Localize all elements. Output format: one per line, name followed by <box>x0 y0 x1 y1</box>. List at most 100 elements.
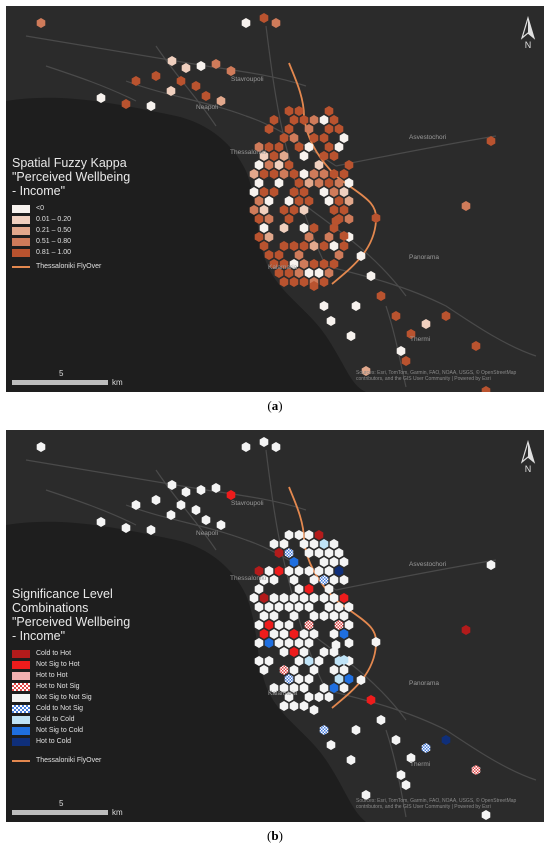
hex-cell <box>299 629 309 639</box>
hex-cell <box>351 301 361 311</box>
road <box>45 489 137 526</box>
hex-cell <box>284 530 294 540</box>
hex-cell <box>294 638 304 648</box>
legend-swatch <box>12 726 30 735</box>
hex-cell <box>211 59 221 69</box>
hex-cell <box>334 178 344 188</box>
scale-bar-graphic <box>12 810 108 815</box>
legend-item: Hot to Not Sig <box>12 681 132 692</box>
road <box>305 629 407 721</box>
legend-swatch <box>12 237 30 246</box>
hex-cell <box>131 76 141 86</box>
hex-cell <box>401 356 411 366</box>
hex-cell <box>274 250 284 260</box>
hex-cell <box>376 715 386 725</box>
hex-cell <box>259 151 269 161</box>
legend-swatch <box>12 649 30 658</box>
hex-cell <box>191 505 201 515</box>
map-attribution-b: Sources: Esri, TomTom, Garmin, FAO, NOAA… <box>356 798 517 810</box>
hex-cell <box>299 277 309 287</box>
hex-cell <box>329 241 339 251</box>
hex-cell <box>299 701 309 711</box>
hex-cell <box>226 490 236 500</box>
hex-cell <box>226 66 236 76</box>
hex-cell <box>259 223 269 233</box>
hex-cell <box>274 142 284 152</box>
hex-cell <box>274 268 284 278</box>
hex-cell <box>181 63 191 73</box>
hex-cell <box>329 575 339 585</box>
hex-cell <box>344 620 354 630</box>
hex-cell <box>254 232 264 242</box>
hex-cell <box>396 770 406 780</box>
legend-label: Not Sig to Not Sig <box>36 694 92 701</box>
hex-cell <box>324 196 334 206</box>
legend-item: Cold to Cold <box>12 714 132 725</box>
legend-label: Cold to Not Sig <box>36 705 84 712</box>
hex-cell <box>371 637 381 647</box>
legend-item: Not Sig to Not Sig <box>12 692 132 703</box>
hex-cell <box>289 187 299 197</box>
hex-cell <box>486 136 496 146</box>
hex-cell <box>284 196 294 206</box>
caption-letter-b: b <box>271 828 279 843</box>
hex-cell <box>314 566 324 576</box>
hex-cell <box>361 790 371 800</box>
hex-cell <box>324 692 334 702</box>
hex-cell <box>299 539 309 549</box>
hex-cell <box>329 557 339 567</box>
hex-cell <box>274 178 284 188</box>
hex-cell <box>264 656 274 666</box>
road <box>325 689 537 781</box>
hex-cell <box>289 701 299 711</box>
hex-cell <box>314 160 324 170</box>
hex-cell <box>284 638 294 648</box>
hex-cell <box>279 259 289 269</box>
hex-cell <box>259 241 269 251</box>
hex-cell <box>167 56 177 66</box>
road <box>155 45 217 127</box>
hex-cell <box>274 602 284 612</box>
hex-cell <box>304 548 314 558</box>
legend-label: Cold to Hot <box>36 650 72 657</box>
hex-cell <box>284 106 294 116</box>
hex-cell <box>196 61 206 71</box>
hex-cell <box>304 692 314 702</box>
hex-cell <box>289 205 299 215</box>
hex-cell <box>304 602 314 612</box>
hex-cell <box>294 268 304 278</box>
hex-cell <box>471 341 481 351</box>
north-arrow-icon: N <box>518 439 538 474</box>
hex-cell <box>264 214 274 224</box>
hex-cell <box>319 301 329 311</box>
hex-cell <box>471 765 481 775</box>
hex-cell <box>284 160 294 170</box>
hex-cell <box>319 575 329 585</box>
legend-label: 0.21 – 0.50 <box>36 227 72 234</box>
hex-cell <box>259 629 269 639</box>
hex-cell <box>299 151 309 161</box>
hex-cell <box>324 106 334 116</box>
legend-label: Hot to Cold <box>36 738 72 745</box>
hex-cell <box>259 665 269 675</box>
hex-cell <box>339 665 349 675</box>
hex-cell <box>309 115 319 125</box>
hex-cell <box>319 133 329 143</box>
north-label: N <box>525 40 532 50</box>
hex-cell <box>304 620 314 630</box>
hex-cell <box>304 268 314 278</box>
north-label: N <box>525 464 532 474</box>
hex-cell <box>264 142 274 152</box>
hex-cell <box>319 539 329 549</box>
hex-cell <box>299 169 309 179</box>
hex-cell <box>441 311 451 321</box>
hex-cell <box>304 566 314 576</box>
hex-cell <box>334 566 344 576</box>
road <box>45 65 137 102</box>
legend-swatch <box>12 226 30 235</box>
legend-item-flyover: Thessaloniki FlyOver <box>12 261 132 272</box>
hex-cell <box>481 386 491 392</box>
hex-cell <box>334 196 344 206</box>
caption-b: (b) <box>267 828 283 843</box>
hex-cell <box>314 178 324 188</box>
